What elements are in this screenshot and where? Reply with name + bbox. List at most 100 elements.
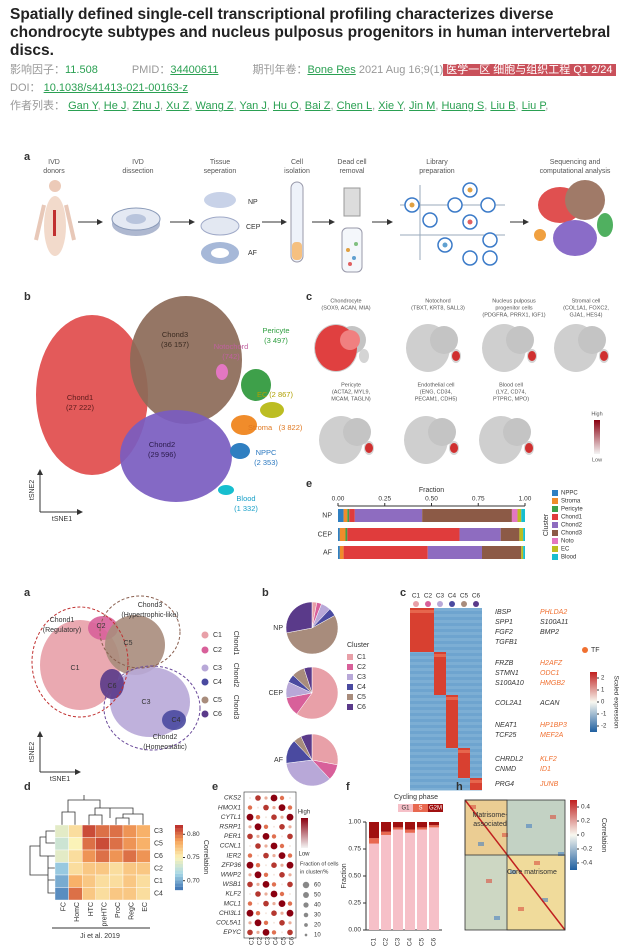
gene-label: CHRDL2 bbox=[495, 756, 523, 763]
separator: , bbox=[545, 100, 549, 112]
author-link[interactable]: Wang Z bbox=[195, 100, 234, 112]
column-label: C6 bbox=[289, 936, 296, 945]
pie-label: AF bbox=[274, 757, 283, 764]
heatmap-cell bbox=[54, 887, 69, 901]
author-link[interactable]: Huang S bbox=[441, 100, 485, 112]
tick-label: -0.2 bbox=[581, 846, 593, 853]
bar-segment bbox=[338, 528, 340, 541]
step-label: Tissue bbox=[210, 159, 230, 166]
column-label: C2 bbox=[257, 936, 264, 945]
size-label: 20 bbox=[314, 923, 321, 929]
dot bbox=[271, 930, 277, 935]
colorbar bbox=[590, 672, 597, 732]
dot bbox=[256, 930, 260, 935]
author-link[interactable]: Yan J bbox=[239, 100, 267, 112]
heatmap-stripe bbox=[410, 608, 482, 611]
heatmap-cell bbox=[68, 824, 83, 838]
axis-title: tSNE1 bbox=[50, 776, 70, 783]
dot bbox=[255, 795, 261, 801]
dot bbox=[286, 909, 294, 917]
legend-title: Cluster bbox=[347, 642, 370, 649]
dendrogram bbox=[61, 795, 144, 825]
author-link[interactable]: Jin M bbox=[409, 100, 436, 112]
gene-label: IBSP bbox=[495, 609, 511, 616]
heatmap-block bbox=[410, 608, 434, 652]
heatmap-stripe bbox=[410, 632, 482, 635]
colorbar-label: Low bbox=[592, 457, 602, 463]
meta-row: 影响因子：11.508 PMID：34400611 期刊年卷：Bone Res 20… bbox=[10, 62, 622, 78]
cluster-name: Pericyte bbox=[262, 326, 289, 335]
author-link[interactable]: Gan Y bbox=[68, 100, 98, 112]
heatmap-cell bbox=[122, 849, 137, 863]
bar-segment bbox=[429, 825, 439, 828]
colorbar-title: Correlation bbox=[202, 840, 209, 874]
heatmap-stripe bbox=[410, 650, 482, 653]
bar-segment bbox=[523, 546, 525, 559]
column-label: C1 bbox=[249, 936, 256, 945]
pie-slice bbox=[286, 615, 339, 655]
heatmap-patch bbox=[486, 879, 492, 883]
journal-link[interactable]: Bone Res bbox=[307, 64, 356, 76]
label: 作者列表： bbox=[10, 100, 65, 112]
panel-letter: b bbox=[262, 587, 269, 599]
legend-dot bbox=[201, 710, 209, 718]
heatmap-cell bbox=[136, 837, 151, 851]
dot bbox=[246, 909, 254, 917]
column-label: C5 bbox=[419, 937, 426, 946]
author-link[interactable]: Hu O bbox=[272, 100, 299, 112]
author-link[interactable]: Liu P bbox=[521, 100, 546, 112]
cluster-cloud bbox=[130, 296, 242, 424]
tube-content bbox=[292, 242, 302, 260]
heatmap-patch bbox=[494, 916, 500, 920]
column-label: FC bbox=[61, 902, 68, 911]
colorbar bbox=[594, 420, 600, 454]
feature-high bbox=[340, 330, 360, 350]
bar-segment bbox=[521, 546, 524, 559]
legend-label: Stroma bbox=[561, 499, 581, 505]
feature-title: Endothelial cell bbox=[418, 382, 455, 388]
bar-segment bbox=[343, 509, 348, 522]
disc-core bbox=[126, 214, 146, 224]
author-link[interactable]: Xie Y bbox=[378, 100, 403, 112]
cluster-name: Chond1 bbox=[67, 393, 93, 402]
bar-segment bbox=[381, 831, 391, 835]
doi-row: DOI： 10.1038/s41413-021-00163-z bbox=[10, 80, 622, 96]
tick-label: -1 bbox=[601, 712, 607, 718]
gene-label: PRG4 bbox=[495, 781, 514, 788]
dot bbox=[249, 797, 251, 799]
step-label: IVD bbox=[48, 159, 60, 166]
author-link[interactable]: Zhu J bbox=[132, 100, 161, 112]
dot bbox=[287, 805, 293, 810]
author-link[interactable]: Chen L bbox=[336, 100, 373, 112]
colorbar bbox=[175, 841, 183, 845]
author-link[interactable]: He J bbox=[103, 100, 127, 112]
heatmap-stripe bbox=[410, 788, 482, 791]
pie-slice bbox=[300, 733, 313, 761]
author-link[interactable]: Bai Z bbox=[304, 100, 331, 112]
label: 期刊年卷： bbox=[252, 64, 308, 76]
gene-label: S100A11 bbox=[540, 619, 568, 626]
heatmap-patch bbox=[510, 870, 516, 874]
donor-spine bbox=[53, 210, 56, 236]
column-label: ProC bbox=[115, 902, 122, 918]
heatmap-cell bbox=[95, 824, 110, 838]
legend-label: Chond2 bbox=[561, 523, 583, 529]
pmid-link[interactable]: 34400611 bbox=[170, 64, 219, 76]
dot bbox=[247, 901, 253, 906]
row-label: C5 bbox=[154, 841, 163, 848]
size-label: 40 bbox=[314, 903, 321, 909]
legend-title: Cycling phase bbox=[394, 794, 438, 801]
group-outline bbox=[103, 665, 201, 751]
legend-swatch bbox=[347, 664, 353, 670]
heatmap-cell bbox=[68, 874, 83, 888]
dot bbox=[257, 902, 259, 905]
legend-label: C1 bbox=[357, 654, 366, 661]
column-label: C2 bbox=[424, 593, 433, 600]
bar-segment bbox=[481, 546, 522, 559]
doi-link[interactable]: 10.1038/s41413-021-00163-z bbox=[43, 82, 188, 94]
author-link[interactable]: Liu B bbox=[490, 100, 516, 112]
axis-title: tSNE2 bbox=[29, 742, 36, 762]
size-label: 60 bbox=[314, 883, 321, 889]
dot bbox=[263, 852, 269, 859]
author-link[interactable]: Xu Z bbox=[166, 100, 190, 112]
